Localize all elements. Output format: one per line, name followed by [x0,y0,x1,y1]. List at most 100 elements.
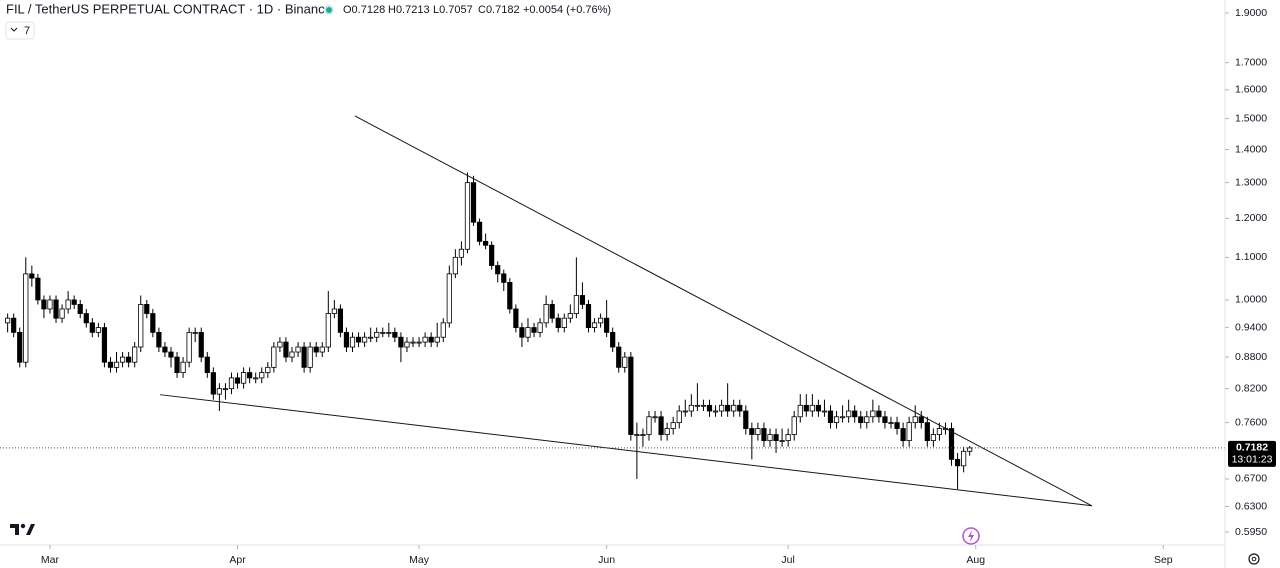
y-tick-label: 1.2000 [1235,212,1267,224]
candle-body [126,356,132,363]
candle-body [216,388,222,395]
candle-body [900,428,906,442]
chevron-icon[interactable] [10,27,18,32]
candle-body [489,244,495,266]
indicator-chip[interactable]: 7 [5,21,35,40]
candle-body [23,273,29,363]
candle-body [204,356,210,373]
logo-part[interactable] [26,524,35,535]
candle-body [555,317,561,328]
candle-body [41,299,47,310]
candle-body [597,317,604,324]
y-tick-label: 0.9400 [1235,321,1267,333]
candle-body [107,361,114,368]
candle-body [779,440,785,443]
candle-body [604,317,610,333]
indicator-count[interactable]: 7 [24,25,30,37]
candle-body [198,331,204,358]
candle-body [561,317,567,328]
trendline [160,394,1092,507]
candle-body [464,182,471,250]
logo-part[interactable] [20,523,26,529]
candle-body [253,377,259,380]
candle-body [803,404,809,412]
candle-body [355,336,362,343]
candle-body [658,416,664,435]
candle-body [416,341,422,344]
candle-body [501,273,507,283]
candle-body [35,277,41,301]
candle-body [313,346,319,353]
candle-body [664,428,670,435]
candle-body [567,313,573,319]
candle-body [319,346,325,353]
candle-body [616,346,622,368]
y-tick-label: 1.7000 [1235,56,1267,68]
candle-body [374,331,380,338]
lightning-icon[interactable] [968,530,974,542]
candle-body [840,416,846,419]
ohlc-value: L0.7057 [433,4,473,16]
settings-icon-center[interactable] [1251,556,1257,562]
y-tick-label: 1.6000 [1235,84,1267,96]
candle-body [495,265,501,275]
candle-body [53,299,59,319]
candle-body [809,404,815,412]
indicator-chip-box[interactable] [5,21,35,40]
candle-body [755,428,761,435]
x-tick-label: Mar [41,554,60,566]
candle-body [440,322,446,338]
candle-body [579,295,586,305]
candle-body [29,273,35,279]
candle-body [718,404,725,412]
candle-body [712,410,719,413]
candle-body [71,299,77,305]
candle-body [821,410,828,413]
candle-body [77,304,83,314]
candle-body [537,322,543,333]
ohlc-value: C0.7182 [478,4,520,16]
x-tick-label: Aug [966,554,985,566]
candle-body [852,410,858,418]
candle-body [525,327,531,338]
logo-part[interactable] [10,524,19,535]
candle-body [47,299,53,310]
candle-body [222,388,229,391]
candle-body [458,248,465,258]
candle-body [930,434,936,442]
ohlc-value: H0.7213 [388,4,430,16]
ohlc-value: O0.7128 [343,4,385,16]
candle-body [228,377,235,390]
candle-body [622,356,628,368]
candle-body [858,416,864,424]
y-tick-label: 0.6700 [1235,473,1267,485]
candle-body [368,336,374,339]
tradingview-logo[interactable] [10,523,35,535]
settings-icon[interactable] [1248,553,1260,565]
candle-body [676,410,682,424]
lightning-ring[interactable] [962,527,980,545]
candle-body [731,404,737,412]
candle-body [954,458,961,467]
candle-body [634,434,640,436]
candle-body [706,404,713,412]
candle-body [65,299,71,310]
settings-button[interactable] [1248,553,1260,565]
candle-body [513,308,519,328]
candle-body [247,372,253,379]
candle-body [83,313,89,324]
candle-body [301,346,307,368]
candle-body [882,416,888,424]
lightning-button[interactable] [962,527,980,545]
candle-body [737,404,743,412]
y-tick-label: 1.3000 [1235,176,1267,188]
candle-body [307,346,313,368]
candle-body [640,434,646,436]
candle-body [725,404,731,412]
candle-body [924,422,930,442]
candle-body [210,372,216,395]
candle-body [95,327,101,333]
candle-body [349,336,356,348]
candle-body [392,331,398,338]
